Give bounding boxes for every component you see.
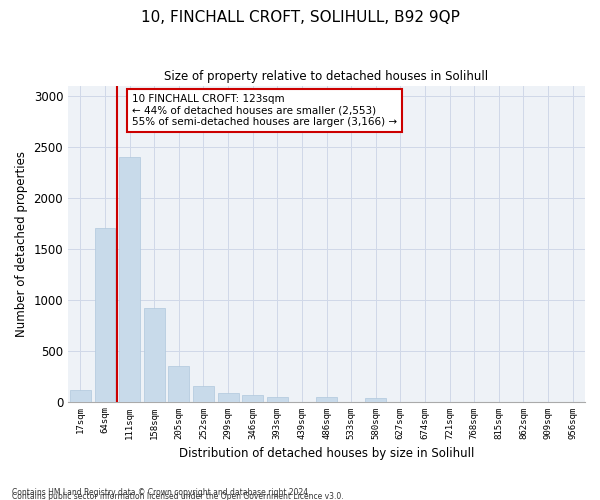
- Bar: [144, 308, 164, 402]
- Y-axis label: Number of detached properties: Number of detached properties: [15, 150, 28, 336]
- Bar: [119, 157, 140, 402]
- Text: 10, FINCHALL CROFT, SOLIHULL, B92 9QP: 10, FINCHALL CROFT, SOLIHULL, B92 9QP: [140, 10, 460, 25]
- Bar: [365, 398, 386, 402]
- Bar: [70, 390, 91, 402]
- Bar: [242, 396, 263, 402]
- Bar: [169, 366, 189, 402]
- Title: Size of property relative to detached houses in Solihull: Size of property relative to detached ho…: [164, 70, 488, 83]
- Bar: [95, 228, 115, 402]
- Text: 10 FINCHALL CROFT: 123sqm
← 44% of detached houses are smaller (2,553)
55% of se: 10 FINCHALL CROFT: 123sqm ← 44% of detac…: [132, 94, 397, 127]
- X-axis label: Distribution of detached houses by size in Solihull: Distribution of detached houses by size …: [179, 447, 474, 460]
- Bar: [267, 397, 288, 402]
- Text: Contains public sector information licensed under the Open Government Licence v3: Contains public sector information licen…: [12, 492, 344, 500]
- Text: Contains HM Land Registry data © Crown copyright and database right 2024.: Contains HM Land Registry data © Crown c…: [12, 488, 311, 497]
- Bar: [316, 398, 337, 402]
- Bar: [218, 394, 239, 402]
- Bar: [193, 386, 214, 402]
